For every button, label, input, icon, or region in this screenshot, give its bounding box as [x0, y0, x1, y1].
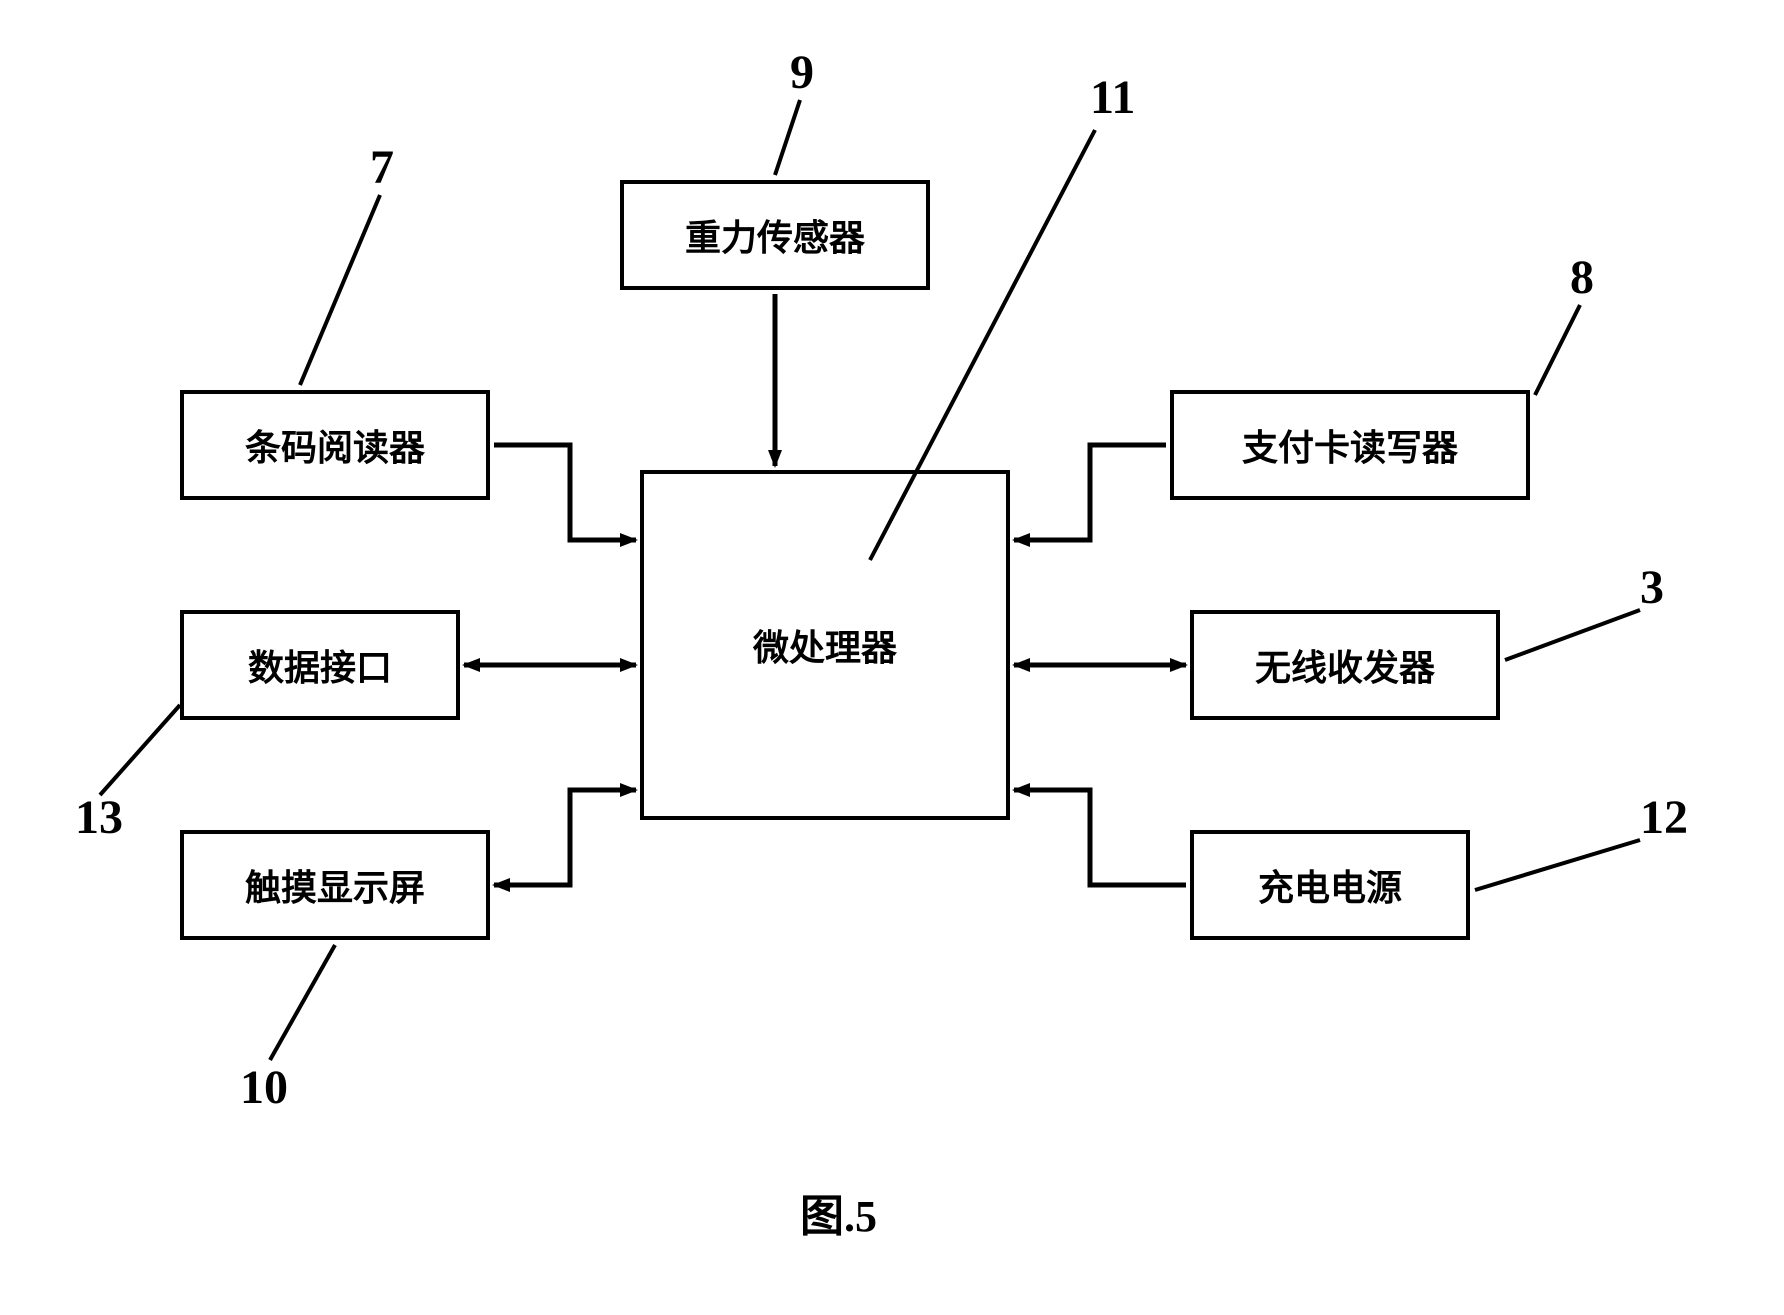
leader-7 — [300, 195, 380, 385]
ref-11: 11 — [1090, 70, 1135, 125]
leader-9 — [775, 100, 800, 175]
ref-3: 3 — [1640, 560, 1664, 615]
edge-power-to-cpu — [1014, 790, 1186, 885]
leader-13 — [100, 705, 180, 795]
edge-touch-to-cpu-out — [494, 790, 636, 885]
ref-13: 13 — [75, 790, 123, 845]
leader-8 — [1535, 305, 1580, 395]
ref-10: 10 — [240, 1060, 288, 1115]
ref-8: 8 — [1570, 250, 1594, 305]
ref-7: 7 — [370, 140, 394, 195]
edge-payment-to-cpu — [1014, 445, 1166, 540]
leader-11 — [870, 130, 1095, 560]
ref-9: 9 — [790, 45, 814, 100]
arrows-layer — [0, 0, 1784, 1315]
leader-3 — [1505, 610, 1640, 660]
leader-10 — [270, 945, 335, 1060]
ref-12: 12 — [1640, 790, 1688, 845]
leader-12 — [1475, 840, 1640, 890]
edge-barcode-to-cpu — [494, 445, 636, 540]
figure-caption: 图.5 — [800, 1180, 877, 1244]
